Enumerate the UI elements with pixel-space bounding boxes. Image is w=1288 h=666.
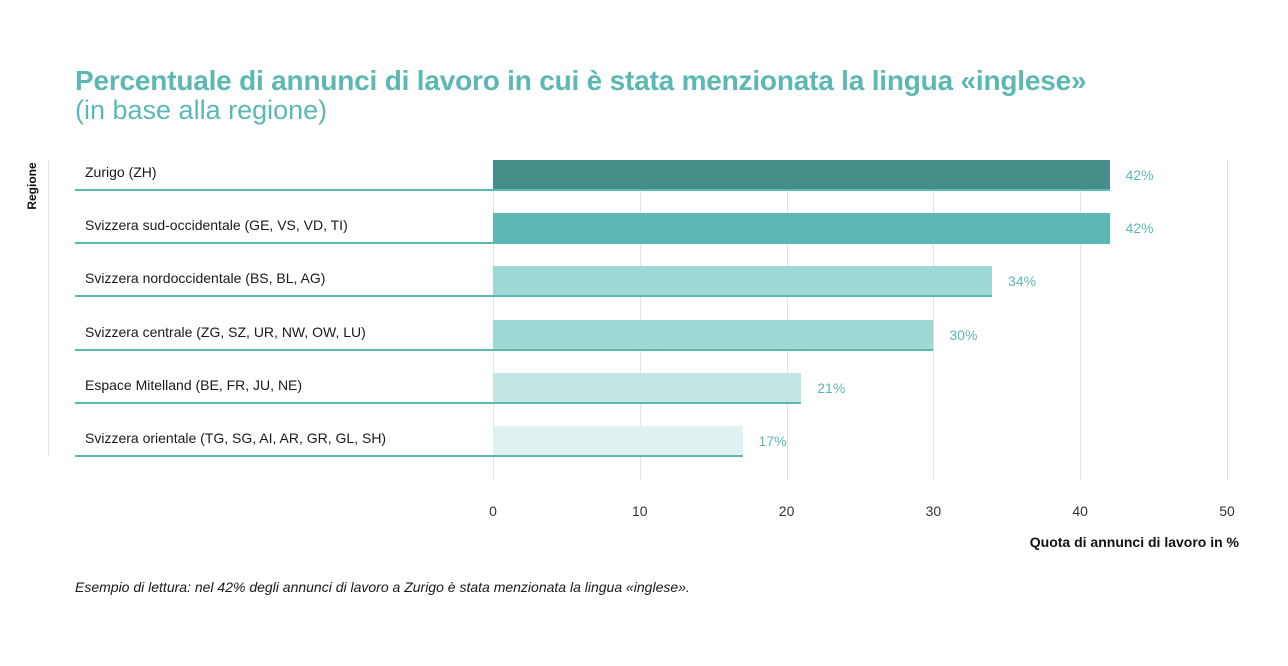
y-axis-line xyxy=(48,160,49,456)
row-underline xyxy=(75,402,802,404)
bar xyxy=(493,320,934,349)
bar xyxy=(493,373,802,402)
row-underline xyxy=(75,349,934,351)
bar-value-label: 21% xyxy=(817,380,846,396)
x-tick-label: 0 xyxy=(489,503,497,519)
x-tick-label: 10 xyxy=(632,503,648,519)
region-label: Svizzera orientale (TG, SG, AI, AR, GR, … xyxy=(85,430,387,446)
region-label: Svizzera sud-occidentale (GE, VS, VD, TI… xyxy=(85,217,348,233)
bar-row: Espace Mitelland (BE, FR, JU, NE) 21% xyxy=(0,373,1288,405)
row-underline xyxy=(75,455,743,457)
x-axis-label: Quota di annunci di lavoro in % xyxy=(1029,534,1239,550)
chart-subtitle: (in base alla regione) xyxy=(75,95,328,125)
region-label: Svizzera nordoccidentale (BS, BL, AG) xyxy=(85,270,326,286)
bar-value-label: 30% xyxy=(949,327,978,343)
bar-row: Svizzera orientale (TG, SG, AI, AR, GR, … xyxy=(0,426,1288,458)
region-label: Espace Mitelland (BE, FR, JU, NE) xyxy=(85,377,303,393)
bar-row: Svizzera sud-occidentale (GE, VS, VD, TI… xyxy=(0,213,1288,245)
bar-row: Zurigo (ZH) 42% xyxy=(0,160,1288,192)
bar xyxy=(493,266,993,295)
row-underline xyxy=(75,189,1110,191)
gridline xyxy=(1227,160,1228,480)
bar-value-label: 34% xyxy=(1008,273,1037,289)
x-tick-label: 30 xyxy=(925,503,942,519)
bar-row: Svizzera centrale (ZG, SZ, UR, NW, OW, L… xyxy=(0,320,1288,352)
bar xyxy=(493,213,1110,242)
bar-value-label: 17% xyxy=(758,433,787,449)
region-label: Svizzera centrale (ZG, SZ, UR, NW, OW, L… xyxy=(85,324,366,340)
bar-value-label: 42% xyxy=(1125,167,1154,183)
x-tick-label: 50 xyxy=(1219,503,1235,519)
chart-title: Percentuale di annunci di lavoro in cui … xyxy=(75,65,1087,96)
gridline xyxy=(933,160,935,480)
gridline xyxy=(1080,160,1082,480)
bar-row: Svizzera nordoccidentale (BS, BL, AG) 34% xyxy=(0,266,1288,298)
row-underline xyxy=(75,242,1110,244)
x-tick-label: 20 xyxy=(778,503,795,519)
region-label: Zurigo (ZH) xyxy=(85,164,157,180)
bar-value-label: 42% xyxy=(1125,220,1154,236)
bar xyxy=(493,160,1110,189)
bar xyxy=(493,426,743,455)
row-underline xyxy=(75,295,993,297)
reading-example-note: Esempio di lettura: nel 42% degli annunc… xyxy=(75,579,690,595)
x-tick-label: 40 xyxy=(1072,503,1088,519)
